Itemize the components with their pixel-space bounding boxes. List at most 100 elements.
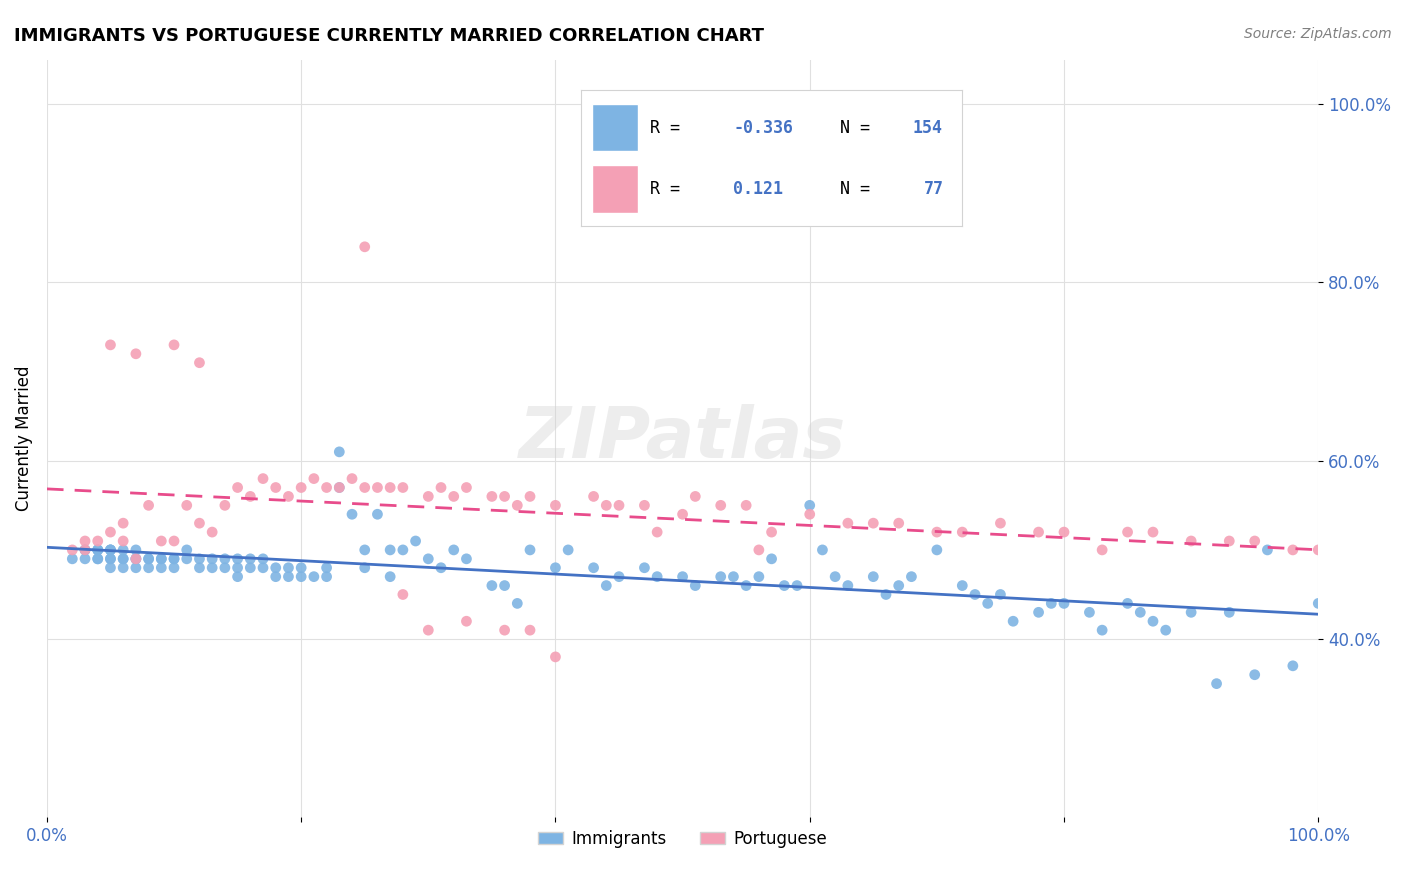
Point: [328, 481, 350, 495]
Point: [112, 551, 135, 566]
Point: [125, 542, 148, 557]
Point: [188, 516, 211, 531]
Point: [277, 490, 299, 504]
Point: [607, 499, 630, 513]
Point: [1282, 658, 1305, 673]
Point: [87, 534, 110, 549]
Point: [645, 569, 668, 583]
Point: [138, 560, 160, 574]
Point: [353, 481, 375, 495]
Point: [519, 542, 541, 557]
Point: [201, 525, 224, 540]
Point: [544, 560, 567, 574]
Point: [100, 338, 122, 352]
Point: [340, 508, 363, 522]
Point: [163, 338, 186, 352]
Point: [875, 587, 897, 601]
Point: [481, 490, 503, 504]
Point: [990, 516, 1012, 531]
Point: [443, 490, 465, 504]
Point: [862, 516, 884, 531]
Point: [315, 569, 337, 583]
Point: [290, 569, 312, 583]
Point: [100, 525, 122, 540]
Point: [595, 578, 617, 592]
Point: [73, 542, 96, 557]
Point: [1180, 605, 1202, 619]
Point: [340, 472, 363, 486]
Point: [1116, 525, 1139, 540]
Point: [302, 472, 325, 486]
Point: [87, 542, 110, 557]
Point: [1053, 525, 1076, 540]
Point: [150, 560, 173, 574]
Point: [125, 560, 148, 574]
Point: [315, 560, 337, 574]
Point: [378, 542, 401, 557]
Point: [799, 508, 821, 522]
Point: [125, 347, 148, 361]
Point: [125, 551, 148, 566]
Point: [264, 560, 287, 574]
Point: [125, 551, 148, 566]
Point: [607, 569, 630, 583]
Text: Source: ZipAtlas.com: Source: ZipAtlas.com: [1244, 27, 1392, 41]
Point: [302, 569, 325, 583]
Point: [824, 569, 846, 583]
Point: [862, 569, 884, 583]
Point: [252, 560, 274, 574]
Point: [226, 560, 249, 574]
Point: [481, 578, 503, 592]
Point: [315, 481, 337, 495]
Point: [595, 499, 617, 513]
Point: [786, 578, 808, 592]
Point: [112, 534, 135, 549]
Point: [176, 551, 198, 566]
Point: [112, 516, 135, 531]
Point: [290, 560, 312, 574]
Point: [150, 551, 173, 566]
Point: [328, 445, 350, 459]
Point: [163, 534, 186, 549]
Point: [214, 560, 236, 574]
Point: [1028, 605, 1050, 619]
Point: [582, 490, 605, 504]
Point: [60, 551, 83, 566]
Point: [544, 499, 567, 513]
Point: [176, 542, 198, 557]
Point: [1091, 623, 1114, 637]
Point: [1154, 623, 1177, 637]
Point: [418, 490, 440, 504]
Point: [494, 623, 516, 637]
Point: [1142, 525, 1164, 540]
Point: [506, 596, 529, 610]
Point: [60, 542, 83, 557]
Point: [1040, 596, 1063, 610]
Point: [544, 649, 567, 664]
Point: [392, 587, 415, 601]
Point: [163, 551, 186, 566]
Point: [443, 542, 465, 557]
Point: [392, 542, 415, 557]
Point: [188, 356, 211, 370]
Point: [950, 578, 973, 592]
Point: [519, 490, 541, 504]
Point: [582, 560, 605, 574]
Point: [392, 481, 415, 495]
Point: [811, 542, 834, 557]
Point: [239, 551, 262, 566]
Y-axis label: Currently Married: Currently Married: [15, 366, 32, 511]
Point: [430, 481, 453, 495]
Point: [748, 569, 770, 583]
Point: [837, 516, 859, 531]
Point: [1308, 542, 1330, 557]
Point: [138, 551, 160, 566]
Point: [353, 560, 375, 574]
Point: [723, 569, 745, 583]
Point: [1205, 676, 1227, 690]
Point: [761, 551, 783, 566]
Point: [456, 551, 478, 566]
Point: [418, 623, 440, 637]
Point: [150, 534, 173, 549]
Point: [557, 542, 579, 557]
